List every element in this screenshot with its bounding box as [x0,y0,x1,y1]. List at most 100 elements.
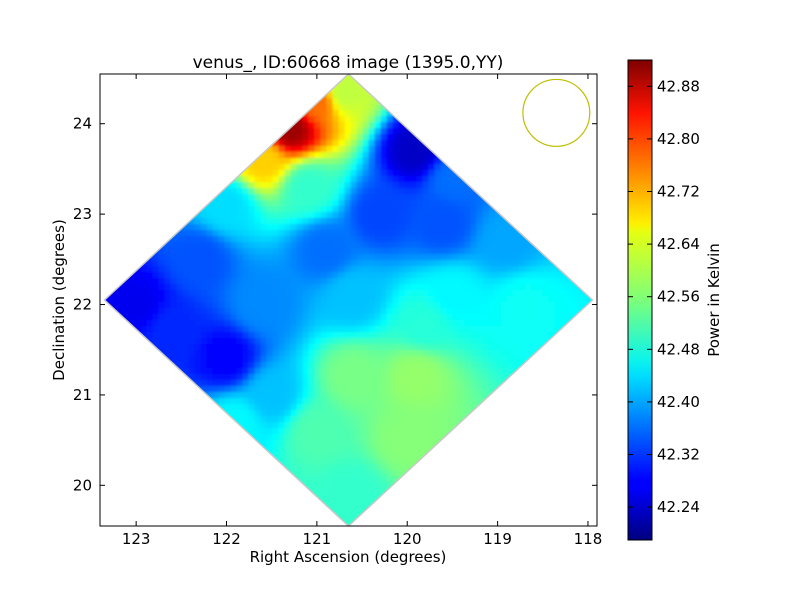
heatmap-cell [422,380,430,387]
heatmap-cell [506,200,514,207]
heatmap-cell [410,74,418,81]
heatmap-cell [476,164,484,171]
heatmap-cell [116,284,124,291]
heatmap-cell [578,314,586,321]
heatmap-cell [314,92,322,99]
heatmap-cell [212,80,220,87]
heatmap-cell [236,92,244,99]
heatmap-cell [572,248,580,255]
heatmap-cell [422,182,430,189]
heatmap-cell [200,212,208,219]
heatmap-cell [206,284,214,291]
heatmap-cell [470,128,478,135]
heatmap-cell [590,74,593,81]
heatmap-cell [500,392,508,399]
heatmap-cell [470,350,478,357]
heatmap-cell [218,368,226,375]
heatmap-cell [374,344,382,351]
heatmap-cell [506,308,514,315]
heatmap-cell [584,386,592,393]
heatmap-cell [200,194,208,201]
heatmap-cell [218,170,226,177]
heatmap-cell [254,116,262,123]
heatmap-cell [170,392,178,399]
heatmap-cell [218,290,226,297]
heatmap-cell [428,86,436,93]
heatmap-cell [584,368,592,375]
heatmap-cell [452,176,460,183]
heatmap-cell [542,92,550,99]
heatmap-cell [542,128,550,135]
heatmap-cell [597,110,604,117]
heatmap-cell [464,332,472,339]
heatmap-cell [374,266,382,273]
heatmap-cell [416,296,424,303]
heatmap-cell [590,122,593,129]
heatmap-cell [452,104,460,111]
heatmap-cell [308,218,316,225]
heatmap-cell [230,122,238,129]
heatmap-cell [272,266,280,273]
heatmap-cell [308,302,316,309]
heatmap-cell [302,92,310,99]
heatmap-cell [248,128,256,135]
heatmap-cell [158,338,166,345]
heatmap-cell [122,146,130,153]
heatmap-cell [326,362,334,369]
heatmap-cell [320,188,328,195]
heatmap-cell [320,302,328,309]
heatmap-cell [194,398,202,405]
heatmap-cell [494,110,502,117]
heatmap-cell [176,356,184,363]
heatmap-cell [512,344,520,351]
heatmap-cell [158,152,166,159]
heatmap-cell [578,332,586,339]
heatmap-cell [410,404,418,411]
heatmap-cell [266,404,274,411]
heatmap-cell [374,290,382,297]
heatmap-cell [188,140,196,147]
heatmap-cell [536,164,544,171]
heatmap-cell [134,374,142,381]
heatmap-cell [206,320,214,327]
heatmap-cell [572,320,580,327]
heatmap-cell [128,320,136,327]
heatmap-cell [464,128,472,135]
heatmap-cell [314,194,322,201]
heatmap-cell [584,326,592,333]
heatmap-cell [320,422,328,429]
heatmap-cell [524,182,532,189]
heatmap-cell [536,200,544,207]
heatmap-cell [242,248,250,255]
heatmap-cell [386,110,394,117]
heatmap-cell [386,416,394,423]
heatmap-cell [260,368,268,375]
heatmap-cell [302,134,310,141]
heatmap-cell [110,128,118,135]
heatmap-cell [386,392,394,399]
heatmap-cell [584,356,592,363]
heatmap-cell [128,116,136,123]
heatmap-cell [530,170,538,177]
heatmap-cell [206,224,214,231]
heatmap-cell [446,416,454,423]
heatmap-cell [320,392,328,399]
heatmap-cell [164,248,172,255]
heatmap-cell [428,152,436,159]
heatmap-cell [266,128,274,135]
heatmap-cell [590,110,593,117]
heatmap-cell [242,302,250,309]
heatmap-cell [326,332,334,339]
heatmap-cell [230,404,238,411]
heatmap-cell [458,416,466,423]
heatmap-cell [176,248,184,255]
heatmap-cell [272,236,280,243]
heatmap-cell [452,140,460,147]
heatmap-cell [440,224,448,231]
heatmap-cell [116,356,124,363]
heatmap-cell [236,392,244,399]
heatmap-cell [512,416,520,423]
heatmap-cell [597,68,604,75]
heatmap-cell [296,422,304,429]
heatmap-cell [518,236,526,243]
